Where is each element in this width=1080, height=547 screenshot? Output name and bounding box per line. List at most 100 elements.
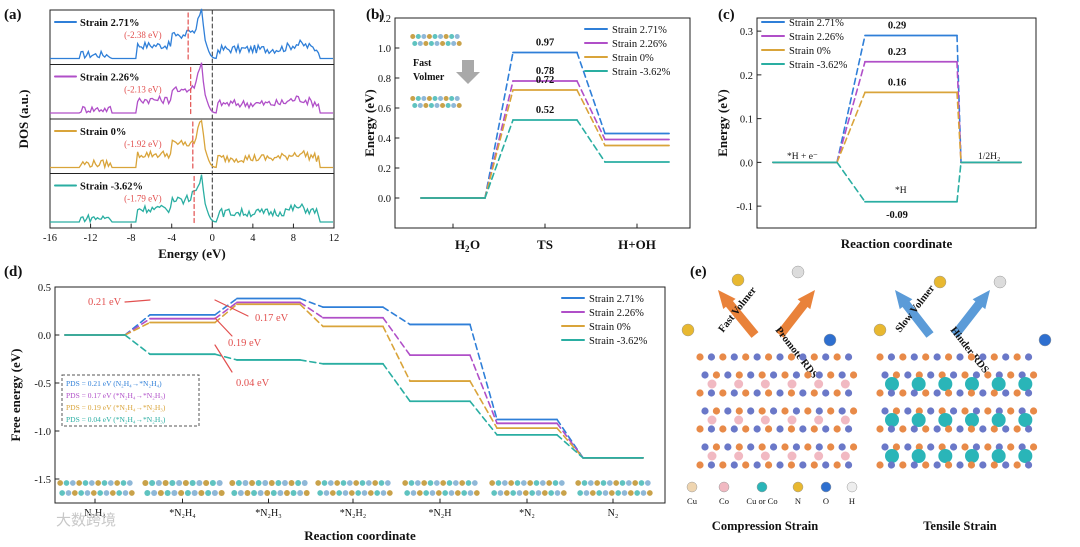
panel-e-lattice-tensile-atom <box>956 353 964 361</box>
panel-d-slab-3-atom <box>317 490 324 496</box>
panel-e-lattice-tensile-atom <box>956 425 964 433</box>
panel-b-connector-3-0 <box>484 119 514 199</box>
panel-e-lattice-tensile-ion <box>911 377 926 391</box>
panel-e-lattice-compression-ion <box>707 379 717 389</box>
panel-d-slab-6-atom <box>644 480 651 486</box>
panel-c-ytick-label-3: 0.2 <box>740 71 753 82</box>
panel-e-lattice-compression-ion <box>840 415 850 425</box>
panel-b-slab-top-atom <box>438 34 444 39</box>
panel-e-lattice-compression-ion <box>760 415 770 425</box>
panel-d-slab-4-atom <box>467 490 474 496</box>
panel-e-lattice-tensile-atom <box>1007 407 1015 415</box>
panel-d-cat-5: *N₂ <box>519 508 535 519</box>
panel-d-slab-5-atom <box>501 480 508 486</box>
panel-e-lattice-tensile-atom <box>887 389 896 397</box>
panel-d-cat-2: *N₂H₃ <box>255 508 281 519</box>
panel-d-connector-2-3 <box>382 325 411 382</box>
panel-e-atom-legend-dot-4 <box>820 481 832 493</box>
panel-c-xlabel: Reaction coordinate <box>841 236 953 251</box>
panel-d-slab-4-atom <box>435 490 442 496</box>
panel-b-slab-top-atom <box>412 41 418 46</box>
panel-e-lattice-compression-atom <box>742 353 750 361</box>
panel-d-pds-annot-0: 0.21 eV <box>88 297 122 308</box>
panel-e-lattice-compression-atom <box>849 371 858 379</box>
panel-d-slab-3-atom <box>348 490 355 496</box>
panel-e-lattice-tensile-atom <box>922 389 930 397</box>
panel-e-lattice-tensile-atom <box>1007 443 1015 451</box>
panel-e-lattice-compression-ion <box>760 451 770 461</box>
panel-e-label: (e) <box>690 264 707 280</box>
panel-d-slab-0-atom <box>78 490 85 496</box>
panel-e-lattice-tensile-atom <box>892 407 901 415</box>
panel-e-lattice-tensile-atom <box>979 425 987 433</box>
panel-d-slab-1-atom <box>164 489 171 497</box>
panel-a-xtick-label-2: -8 <box>127 233 136 244</box>
panel-e-lattice-tensile-atom <box>961 371 969 379</box>
panel-d-pds-arrow-3 <box>214 344 233 373</box>
panel-d-slab-3-atom <box>315 480 322 486</box>
panel-d-slab-3-atom <box>372 480 379 486</box>
panel-a-dos-curve-3 <box>50 174 333 224</box>
panel-e-lattice-tensile-atom <box>961 407 969 415</box>
panel-d-slab-0-atom <box>90 490 97 496</box>
panel-e-lattice-tensile-atom <box>1002 461 1010 469</box>
panel-d-slab-6-atom <box>613 480 620 486</box>
panel-b-ytick-label-2: 0.4 <box>378 134 392 145</box>
panel-e-lattice-tensile-atom <box>892 371 901 379</box>
panel-e-lattice-tensile-atom <box>995 371 1003 379</box>
panel-b-slab-top-atom <box>449 34 455 39</box>
panel-b-slab-bottom <box>410 96 462 108</box>
panel-c-value-2: 0.16 <box>888 77 906 88</box>
panel-c-legend-label-3: Strain -3.62% <box>789 60 848 71</box>
panel-e-lattice-tensile-atom <box>961 443 969 451</box>
panel-d-slab-4-atom <box>473 490 480 496</box>
panel-d-slab-6-atom <box>594 480 601 486</box>
panel-d-slab-2-atom <box>275 480 282 486</box>
panel-e-lattice-tensile-atom <box>899 425 907 433</box>
panel-d-ytick-label-2: -0.5 <box>34 379 51 390</box>
panel-d-slab-1-atom <box>198 489 205 497</box>
panel-e-lattice-tensile-atom <box>1018 407 1026 415</box>
panel-d-connector-0-1 <box>214 297 238 316</box>
panel-d-slab-1-atom <box>205 489 212 497</box>
panel-b-slab-bottom-atom <box>445 103 451 108</box>
panel-e-molecule-4 <box>933 275 947 289</box>
panel-e-lattice-compression-atom <box>827 443 835 451</box>
panel-d-slab-2-atom <box>268 480 275 486</box>
panel-d-slab-6-atom <box>577 490 584 496</box>
panel-e-lattice-compression-atom <box>747 407 755 415</box>
panel-b-connector-2-1 <box>576 89 606 147</box>
panel-d-slab-1-atom <box>155 479 162 487</box>
panel-d-slab-3-atom <box>342 490 349 496</box>
panel-b-connector-3-1 <box>576 119 606 163</box>
panel-e-lattice-compression-atom <box>833 461 841 469</box>
panel-e-lattice-compression-atom <box>799 389 807 397</box>
panel-e-lattice-tensile-atom <box>927 407 935 415</box>
panel-b-ylabel: Energy (eV) <box>362 89 377 157</box>
panel-d-slab-4-atom <box>461 490 468 496</box>
panel-d-slab-2-atom <box>242 480 249 486</box>
panel-d-slab-5-atom <box>508 480 515 486</box>
panel-e-lattice-tensile-atom <box>979 353 987 361</box>
panel-d-slab-4-atom <box>427 480 434 486</box>
panel-b-legend-label-3: Strain -3.62% <box>612 67 671 78</box>
panel-e-lattice-compression-ion <box>840 379 850 389</box>
panel-d-slab-4-atom <box>404 490 411 496</box>
panel-d-slab-5-atom <box>520 480 527 486</box>
panel-e-lattice-tensile-ion <box>885 413 899 427</box>
panel-e-lattice-tensile-ion <box>991 377 1006 391</box>
panel-d-slab-0-atom <box>126 480 133 486</box>
panel-d-connector-3-3 <box>382 362 411 403</box>
panel-b-connector-1-0 <box>484 80 514 199</box>
panel-e-lattice-compression-atom <box>827 371 835 379</box>
panel-b-value-2: 0.72 <box>536 75 554 86</box>
panel-b-down-arrow <box>456 60 480 84</box>
panel-e-lattice-tensile-atom <box>887 425 896 433</box>
panel-e-lattice-tensile-atom <box>904 371 912 379</box>
panel-b-slab-bottom-atom <box>428 103 434 108</box>
panel-d-slab-3-atom <box>336 490 343 496</box>
panel-e-lattice-tensile-atom <box>933 389 941 397</box>
panel-e-lattice-compression-atom <box>838 443 846 451</box>
panel-d-slab-3-atom <box>355 490 362 496</box>
panel-d-slab-6-atom <box>587 480 594 486</box>
